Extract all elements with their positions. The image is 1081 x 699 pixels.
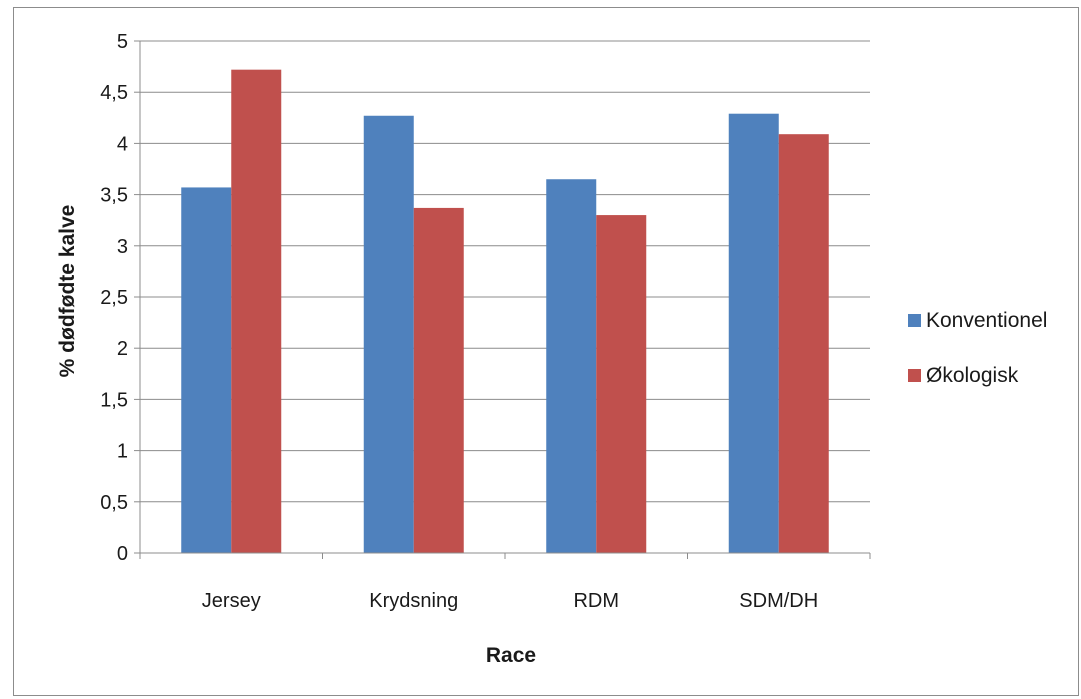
chart-area: 0 0,5 1 1,5 2 2,5 3 3,5 4 4,5 5 Jersey Krydsning RDM…	[13, 7, 1079, 696]
y-tick-label: 2,5	[100, 287, 128, 309]
y-tick-label: 3,5	[100, 185, 128, 207]
x-axis-title: Race	[486, 644, 536, 667]
y-axis-title: % dødfødte kalve	[56, 205, 79, 378]
bar--kologisk-jersey	[231, 69, 282, 553]
bar-konventionel-rdm	[546, 179, 597, 554]
x-tick-label: RDM	[573, 590, 619, 612]
y-tick-label: 1,5	[100, 389, 128, 411]
bar--kologisk-rdm	[596, 215, 647, 553]
y-tick-label: 4	[117, 133, 128, 155]
y-tick-label: 4,5	[100, 82, 128, 104]
y-tick-label: 1	[117, 441, 128, 463]
x-tick-label: Krydsning	[369, 590, 458, 612]
y-tick-label: 2	[117, 338, 128, 360]
y-tick-label: 0	[117, 543, 128, 565]
bar-konventionel-krydsning	[363, 115, 414, 553]
y-tick-label: 5	[117, 31, 128, 53]
legend: Konventionel Økologisk	[908, 309, 1047, 387]
x-tick-label: Jersey	[202, 590, 261, 612]
bar--kologisk-sdm-dh	[778, 134, 829, 553]
legend-label: Konventionel	[926, 309, 1047, 332]
x-tick-label: SDM/DH	[739, 590, 818, 612]
bar-chart: 0 0,5 1 1,5 2 2,5 3 3,5 4 4,5 5 Jersey Krydsning RDM…	[56, 31, 1047, 667]
y-tick-label: 3	[117, 236, 128, 258]
bar-konventionel-jersey	[181, 187, 232, 553]
legend-swatch	[908, 369, 921, 382]
legend-label: Økologisk	[926, 364, 1019, 387]
bar--kologisk-krydsning	[413, 207, 464, 554]
axes	[134, 40, 871, 559]
legend-swatch	[908, 314, 921, 327]
y-tick-label: 0,5	[100, 492, 128, 514]
bar-konventionel-sdm-dh	[728, 113, 779, 553]
y-tick-labels: 0 0,5 1 1,5 2 2,5 3 3,5 4 4,5 5	[100, 31, 128, 565]
x-tick-labels: Jersey Krydsning RDM SDM/DH	[202, 590, 818, 612]
bars	[181, 69, 829, 554]
